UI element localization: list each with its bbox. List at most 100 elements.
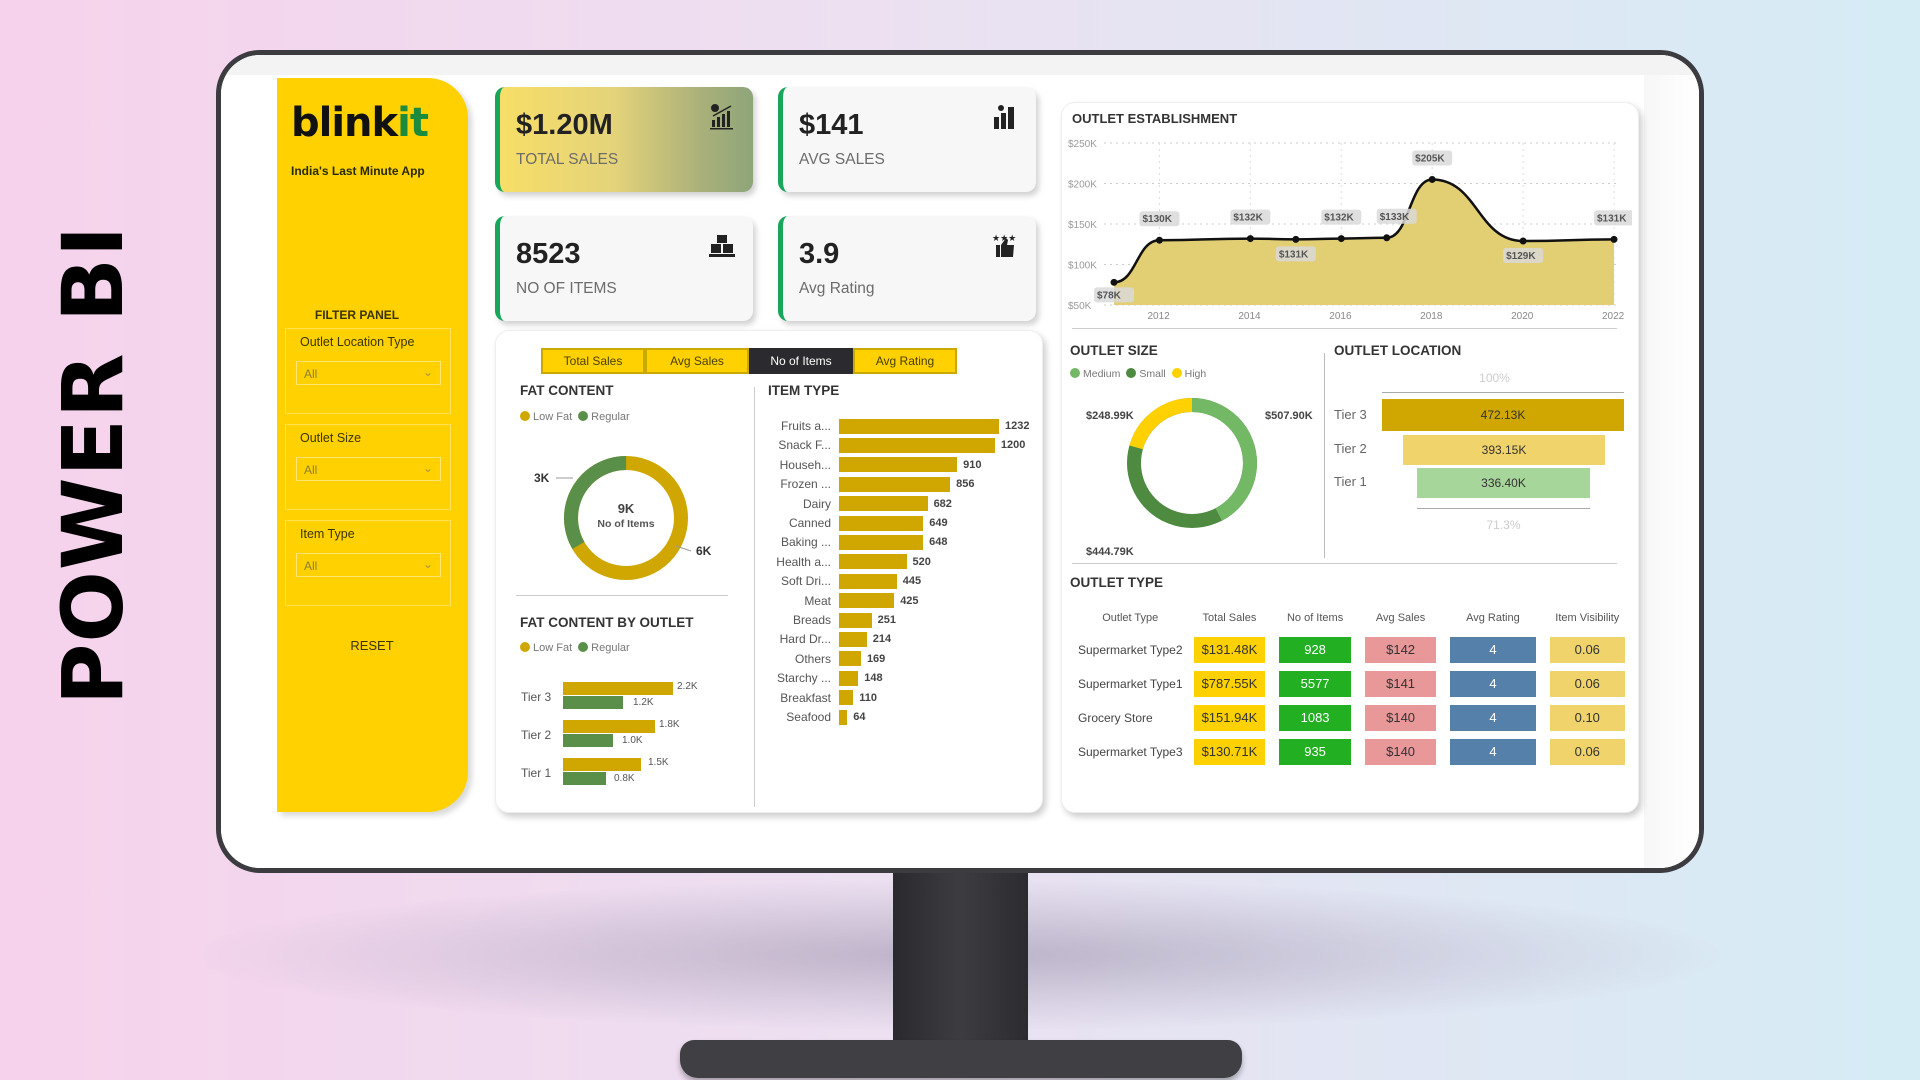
item-type-bar-row[interactable]: Seafood 64 [744, 708, 866, 726]
bar-value-label: 1200 [1000, 439, 1026, 452]
column-header[interactable]: No of Items [1286, 612, 1344, 624]
funnel-bar-tier2[interactable]: 393.15K [1403, 435, 1605, 465]
bar-regular-tier2[interactable] [563, 734, 613, 747]
data-point[interactable] [1110, 278, 1118, 286]
bar[interactable] [839, 437, 995, 453]
item-type-bar-row[interactable]: Meat 425 [744, 592, 919, 610]
tab-no-of-items[interactable]: No of Items [749, 348, 853, 374]
bar-regular-tier3[interactable] [563, 696, 623, 709]
data-label: $131K [1597, 213, 1627, 224]
cell-value: 5577 [1279, 671, 1351, 697]
column-header[interactable]: Avg Sales [1375, 612, 1426, 624]
data-point[interactable] [1428, 175, 1436, 183]
bar-low-fat-tier1[interactable] [563, 758, 641, 771]
power-bi-title: POWER BI [44, 220, 142, 710]
item-type-bar-row[interactable]: Others 169 [744, 650, 885, 668]
column-header[interactable]: Outlet Type [1102, 612, 1159, 624]
item-type-bar-row[interactable]: Canned 649 [744, 514, 948, 532]
bar-label: 0.8K [614, 773, 635, 784]
bar-value-label: 856 [956, 478, 975, 491]
outlet-size-dropdown[interactable]: All ⌄ [296, 457, 441, 481]
table-row[interactable]: Supermarket Type2 $131.48K 928 $142 4 0.06 [1074, 633, 1632, 667]
table-cell: Supermarket Type1 [1074, 667, 1187, 701]
item-type-bar-row[interactable]: Starchy ... 148 [744, 669, 883, 687]
item-type-bar-row[interactable]: Hard Dr... 214 [744, 630, 891, 648]
column-header[interactable]: Item Visibility [1555, 612, 1620, 624]
item-type-bar-row[interactable]: Soft Dri... 445 [744, 572, 921, 590]
bar[interactable] [839, 709, 848, 725]
kpi-value: $141 [799, 109, 864, 141]
cell-value: $140 [1364, 705, 1437, 731]
table-cell: Grocery Store [1074, 701, 1187, 735]
bar[interactable] [839, 670, 859, 686]
bar[interactable] [839, 476, 951, 492]
bar[interactable] [839, 593, 895, 609]
tab-total-sales[interactable]: Total Sales [541, 348, 645, 374]
data-point[interactable] [1246, 235, 1254, 243]
bar[interactable] [839, 457, 958, 473]
bar-label: 1.8K [659, 719, 680, 730]
scroll-gutter[interactable] [1644, 75, 1699, 868]
bar-category-label: Househ... [779, 457, 831, 472]
item-type-bar-row[interactable]: Frozen ... 856 [744, 475, 975, 493]
table-row[interactable]: Supermarket Type3 $130.71K 935 $140 4 0.06 [1074, 735, 1632, 769]
outlet-type-table: Outlet Type Total Sales No of Items Avg … [1074, 603, 1632, 769]
fat-by-outlet-legend: Low Fat Regular [520, 642, 630, 654]
cell-value: 4 [1450, 705, 1536, 731]
filter-label: Outlet Size [300, 431, 362, 445]
data-point[interactable] [1292, 235, 1300, 243]
item-type-bar-row[interactable]: Health a... 520 [744, 553, 931, 571]
bar[interactable] [839, 515, 924, 531]
data-point[interactable] [1383, 234, 1391, 242]
divider [1324, 353, 1325, 558]
tab-avg-sales[interactable]: Avg Sales [645, 348, 749, 374]
data-point[interactable] [1155, 236, 1163, 244]
bar-regular-tier1[interactable] [563, 772, 606, 785]
bar[interactable] [839, 496, 928, 512]
data-point[interactable] [1610, 235, 1618, 243]
cell-value: 0.06 [1549, 637, 1625, 663]
column-header[interactable]: Total Sales [1202, 612, 1257, 624]
item-type-bar-row[interactable]: Dairy 682 [744, 495, 952, 513]
funnel-bar-tier1[interactable]: 336.40K [1417, 468, 1590, 498]
funnel-bar-tier3[interactable]: 472.13K [1382, 399, 1624, 431]
table-row[interactable]: Supermarket Type1 $787.55K 5577 $141 4 0.06 [1074, 667, 1632, 701]
bar[interactable] [839, 612, 872, 628]
boxes-icon [709, 235, 735, 257]
item-type-bar-row[interactable]: Househ... 910 [744, 456, 982, 474]
filter-label: Outlet Location Type [300, 335, 415, 349]
top-strip [221, 55, 1699, 75]
reset-button[interactable]: RESET [350, 638, 394, 653]
item-type-dropdown[interactable]: All ⌄ [296, 553, 441, 577]
bar[interactable] [839, 534, 924, 550]
fat-by-outlet-title: FAT CONTENT BY OUTLET [520, 615, 694, 630]
power-bi-title-text: POWER BI [44, 224, 142, 706]
bar-label: 1.0K [622, 735, 643, 746]
bar-value-label: 1232 [1005, 420, 1030, 432]
bar[interactable] [839, 573, 897, 589]
bar[interactable] [839, 631, 867, 647]
outlet-location-type-dropdown[interactable]: All ⌄ [296, 361, 441, 385]
table-cell: Supermarket Type2 [1074, 633, 1187, 667]
bar-category-label: Others [794, 651, 831, 666]
bar-low-fat-tier3[interactable] [563, 682, 673, 695]
bar[interactable] [839, 690, 854, 706]
table-row[interactable]: Grocery Store $151.94K 1083 $140 4 0.10 [1074, 701, 1632, 735]
item-type-bar-row[interactable]: Baking ... 648 [744, 533, 948, 551]
item-type-bar-row[interactable]: Breads 251 [744, 611, 896, 629]
tab-avg-rating[interactable]: Avg Rating [853, 348, 957, 374]
item-type-bar-row[interactable]: Fruits a... 1232 [744, 417, 1029, 435]
data-point[interactable] [1519, 237, 1527, 245]
item-type-bar-row[interactable]: Snack F... 1200 [744, 436, 1025, 454]
data-point[interactable] [1337, 235, 1345, 243]
column-header[interactable]: Avg Rating [1466, 612, 1520, 624]
bar[interactable] [839, 418, 999, 434]
item-type-bar-row[interactable]: Breakfast 110 [744, 689, 877, 707]
table-cell: $142 [1358, 633, 1444, 667]
cell-value: Supermarket Type1 [1078, 677, 1183, 691]
bar-low-fat-tier2[interactable] [563, 720, 655, 733]
bar[interactable] [839, 651, 861, 667]
bar[interactable] [839, 554, 907, 570]
bar-label: 1.5K [648, 757, 669, 768]
bar-category-label: Canned [788, 516, 831, 530]
